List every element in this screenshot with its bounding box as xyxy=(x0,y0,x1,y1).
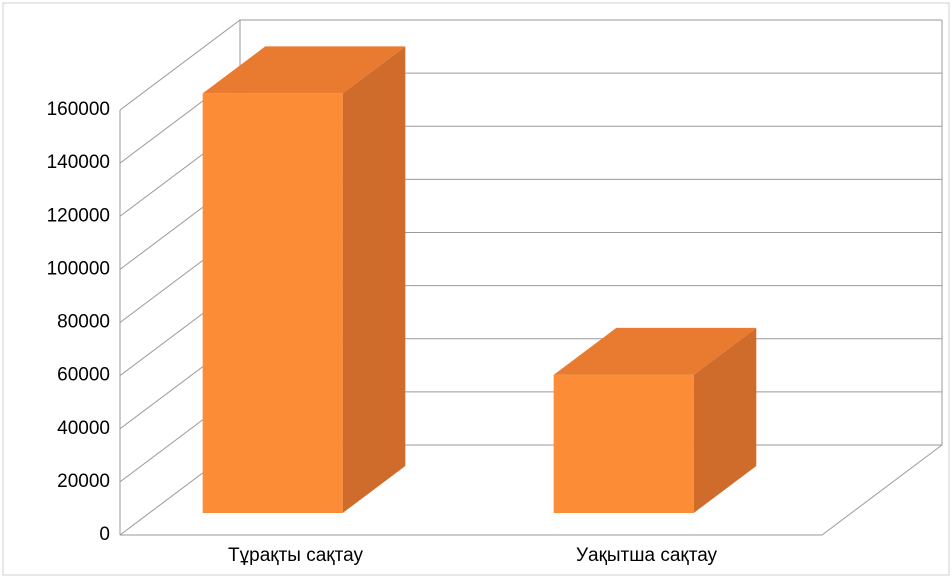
y-tick-label: 100000 xyxy=(47,258,110,279)
bar-side xyxy=(342,46,406,514)
y-tick-label: 20000 xyxy=(57,471,110,492)
y-tick-label: 140000 xyxy=(47,152,110,173)
y-tick-label: 160000 xyxy=(47,99,110,120)
bar xyxy=(202,93,343,514)
bar-top xyxy=(553,327,757,375)
y-tick-label: 120000 xyxy=(47,205,110,226)
x-tick-label: Уақытша сақтау xyxy=(576,545,718,566)
floor xyxy=(120,444,943,536)
y-tick-label: 60000 xyxy=(57,365,110,386)
grid-line xyxy=(119,19,942,111)
bar-side xyxy=(693,327,757,514)
y-tick-label: 40000 xyxy=(57,418,110,439)
y-tick-label: 0 xyxy=(99,524,110,545)
x-tick-label: Тұрақты сақтау xyxy=(228,545,363,566)
bar-top xyxy=(202,46,406,94)
y-tick-label: 80000 xyxy=(57,312,110,333)
bar xyxy=(553,374,694,514)
